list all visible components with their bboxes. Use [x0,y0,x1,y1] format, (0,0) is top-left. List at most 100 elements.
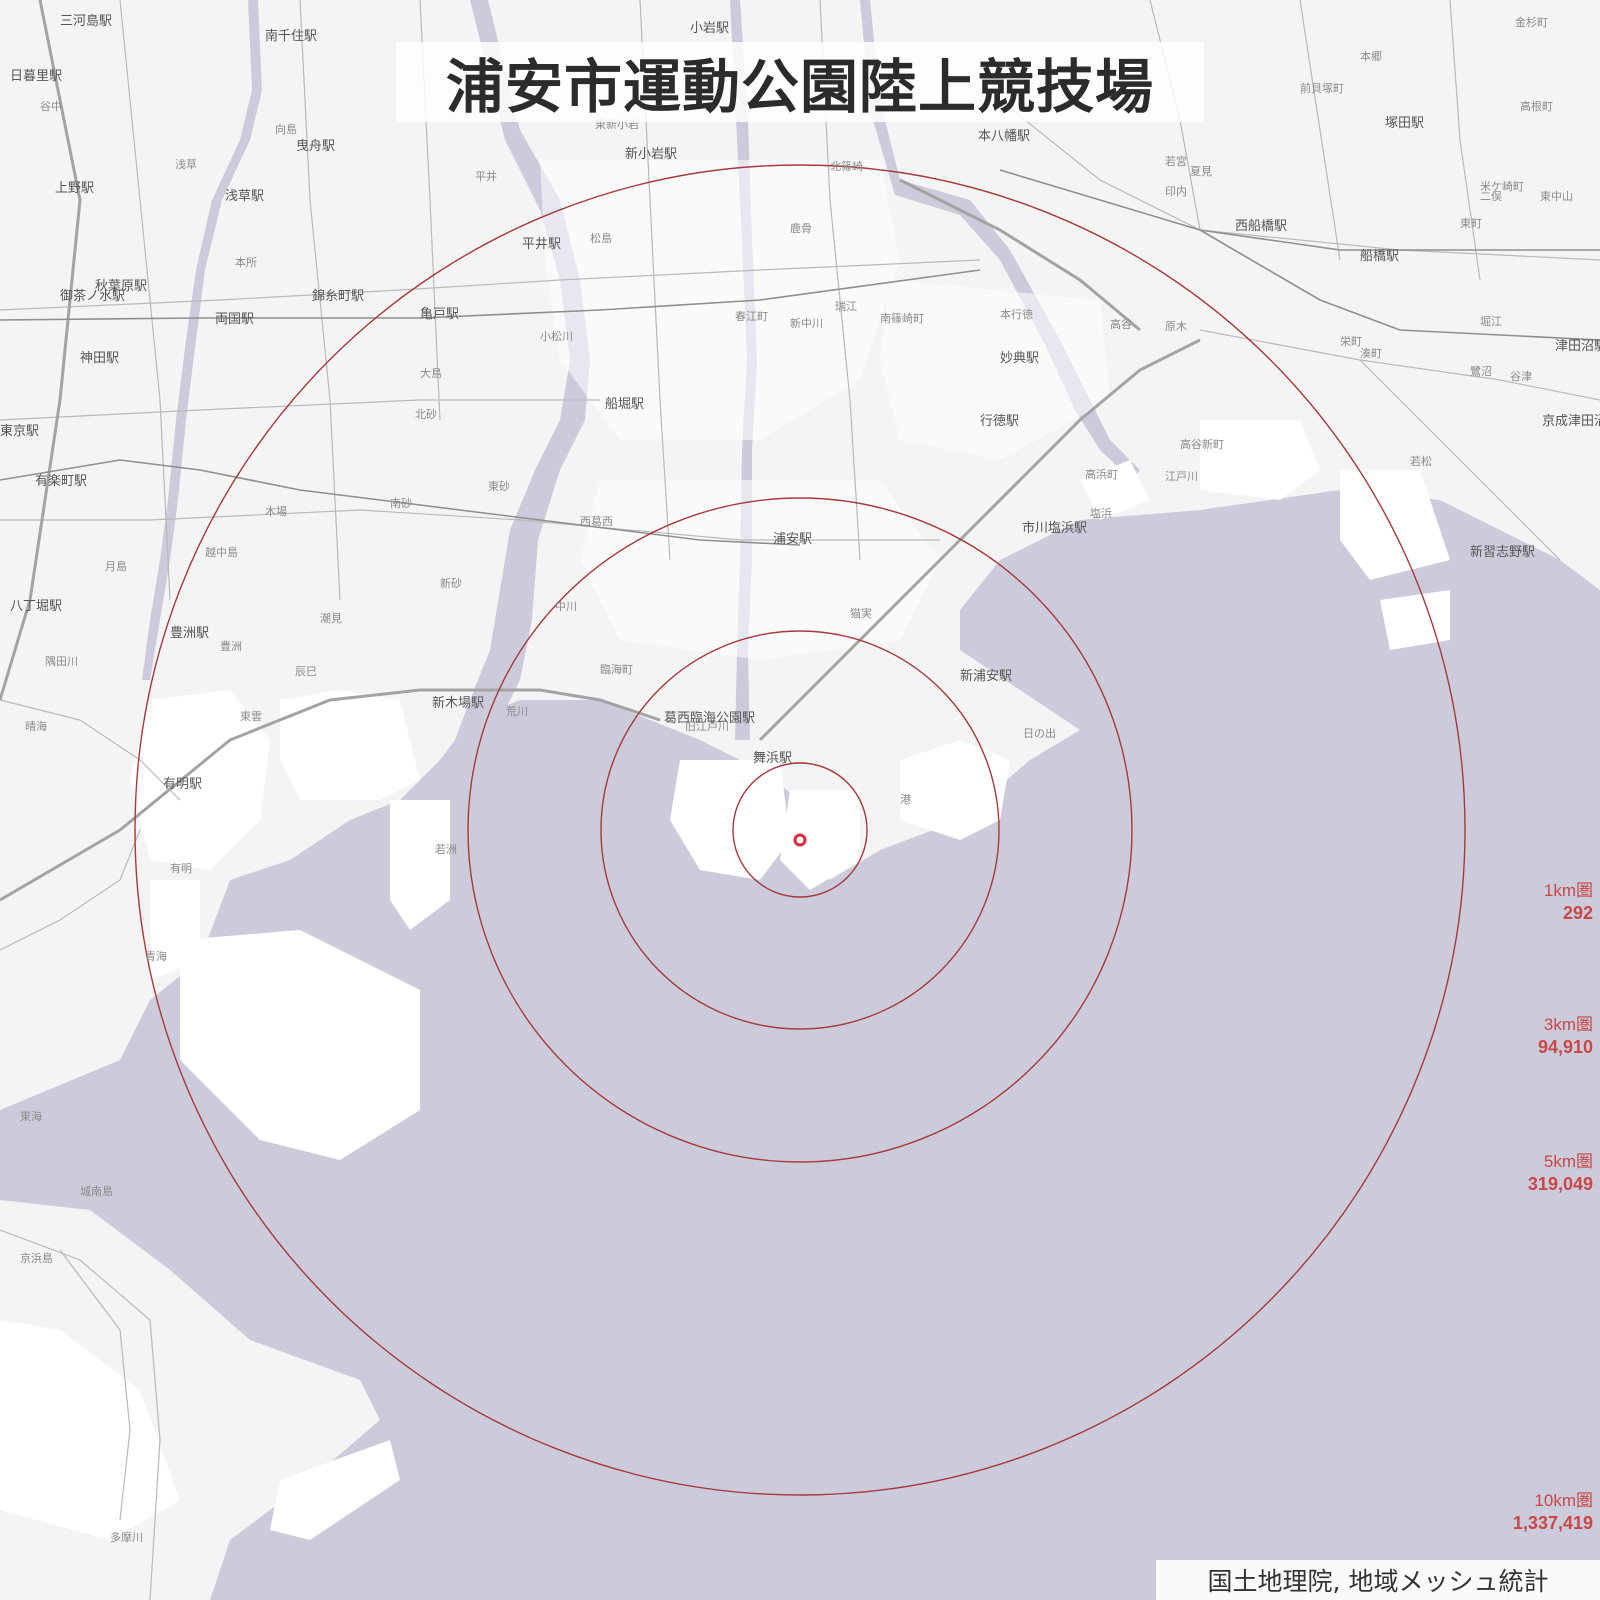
district-label: 有明 [170,861,192,875]
district-label: 湊町 [1360,346,1382,360]
distance-rings [134,164,1466,1496]
station-label: 秋葉原駅 [95,279,147,294]
district-label: 東中山 [1540,190,1573,203]
station-label: 上野駅 [55,181,94,196]
station-label: 船堀駅 [605,397,644,412]
district-label: 本郷 [1360,49,1382,63]
title-banner: 浦安市運動公園陸上競技場 [396,42,1204,122]
ring-name: 1km圏 [1543,881,1593,900]
district-label: 東雲 [240,710,262,723]
district-label: 平井 [475,169,497,183]
district-label: 城南島 [80,1184,113,1198]
map-title: 浦安市運動公園陸上競技場 [445,53,1154,121]
district-label: 原木 [1165,320,1187,333]
station-label: 本八幡駅 [978,129,1030,144]
station-label: 市川塩浜駅 [1022,520,1087,536]
district-label: 高谷新町 [1180,437,1224,451]
district-label: 金杉町 [1515,15,1548,29]
ring-label-5km: 5km圏 319,049 [1413,1151,1593,1195]
station-label: 曳舟駅 [296,139,335,154]
district-label: 隅田川 [45,655,78,668]
ring-10km [134,164,1466,1496]
district-label: 向島 [275,122,297,136]
ring-population: 319,049 [1527,1174,1593,1194]
district-label: 二俣 [1480,189,1502,203]
district-label: 猫実 [850,606,872,620]
station-label: 錦糸町駅 [312,288,364,304]
attribution-text: 国土地理院, 地域メッシュ統計 [1207,1567,1549,1596]
station-label: 神田駅 [80,351,119,366]
district-label: 晴海 [25,719,47,733]
ring-population: 94,910 [1537,1037,1593,1057]
landfill-islands [0,420,1450,1540]
district-label: 堀江 [1480,315,1502,328]
district-label: 東町 [1460,217,1482,230]
district-label: 鷺沼 [1470,364,1492,378]
station-label: 八丁堀駅 [10,599,62,614]
district-label: 旧江戸川 [685,720,729,733]
district-label: 鹿骨 [790,221,812,235]
district-label: 江戸川 [1165,470,1198,483]
urban-areas [540,160,1110,660]
district-label: 高谷 [1110,317,1132,331]
ring-label-1km: 1km圏 292 [1413,880,1593,924]
district-label: 豊洲 [220,640,242,653]
district-label: 北砂 [415,408,437,421]
district-label: 港 [900,793,911,806]
district-label: 多摩川 [110,1530,143,1544]
station-label: 御茶ノ水駅 [60,288,125,304]
tokyo-bay-water [0,490,1600,1600]
station-label: 亀戸駅 [420,307,459,322]
district-label: 本所 [235,255,257,269]
district-label: 塩浜 [1090,506,1112,520]
station-label: 三河島駅 [60,14,112,29]
station-label: 行徳駅 [980,414,1019,429]
ring-name: 5km圏 [1543,1152,1593,1171]
ring-name: 3km圏 [1543,1015,1593,1034]
district-label: 北篠崎 [830,159,863,173]
station-label: 葛西臨海公園駅 [664,711,755,726]
district-label: 西葛西 [580,515,613,528]
station-label: 豊洲駅 [170,626,209,641]
district-label: 春江町 [735,310,768,323]
district-label: 米ケ崎町 [1480,179,1524,193]
district-label: 青海 [145,949,167,963]
district-label: 京浜島 [20,1251,53,1265]
ring-label-3km: 3km圏 94,910 [1413,1014,1593,1058]
district-label: 浅草 [175,158,197,171]
station-label: 塚田駅 [1385,116,1424,131]
station-label: 舞浜駅 [753,751,792,766]
station-label: 新浦安駅 [960,668,1012,684]
station-label: 両国駅 [215,312,254,327]
station-label: 新木場駅 [432,695,484,711]
district-label: 高根町 [1520,99,1553,113]
district-label: 越中島 [205,545,238,559]
ring-5km [467,497,1133,1163]
station-label: 新習志野駅 [1470,544,1535,560]
district-label: 南篠崎町 [880,311,924,325]
station-label: 津田沼駅 [1555,339,1600,354]
station-label: 有楽町駅 [35,473,87,489]
district-label: 荒川 [506,705,528,718]
ring-label-10km: 10km圏 1,337,419 [1413,1490,1593,1534]
district-label: 新中川 [790,316,823,330]
ring-population: 292 [1562,903,1593,923]
venue-marker[interactable] [793,833,807,847]
district-label: 南砂 [390,497,412,510]
district-label: 木場 [265,505,287,518]
ring-population: 1,337,419 [1512,1513,1593,1533]
district-label: 栄町 [1340,334,1362,348]
district-label: 高浜町 [1085,467,1118,481]
district-label: 若宮 [1165,154,1187,168]
district-label: 印内 [1165,184,1187,198]
district-label: 谷中 [40,100,62,113]
station-label: 有明駅 [163,777,202,792]
district-label: 潮見 [320,611,342,625]
arakawa-river [455,0,590,740]
station-label: 浅草駅 [225,189,264,204]
district-label: 前貝塚町 [1300,81,1344,95]
district-label: 中川 [555,600,577,613]
district-label: 小松川 [540,329,573,343]
